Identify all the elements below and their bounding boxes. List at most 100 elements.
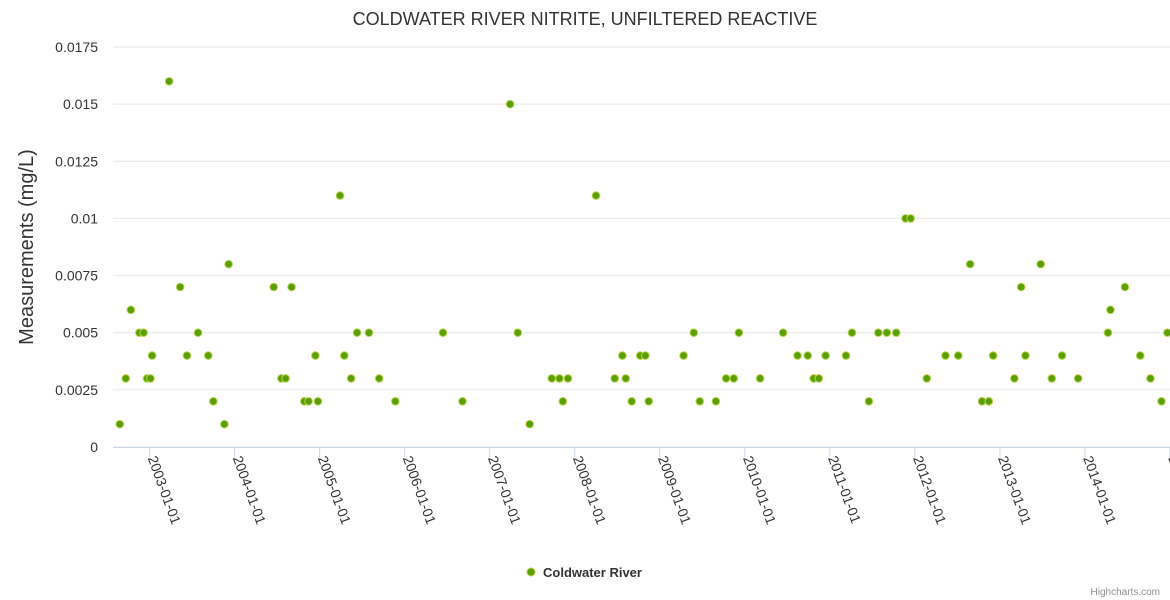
- data-point[interactable]: [618, 351, 627, 360]
- data-point[interactable]: [313, 396, 323, 406]
- data-point[interactable]: [139, 328, 148, 338]
- data-point[interactable]: [984, 396, 994, 406]
- highcharts-credits-link[interactable]: Highcharts.com: [1091, 587, 1160, 598]
- legend-marker-coldwater-river[interactable]: [526, 567, 536, 577]
- data-point[interactable]: [778, 328, 788, 338]
- data-point[interactable]: [121, 374, 131, 383]
- data-point[interactable]: [988, 351, 998, 360]
- data-point[interactable]: [182, 351, 192, 360]
- data-point[interactable]: [281, 374, 290, 383]
- data-point[interactable]: [953, 351, 963, 360]
- data-point[interactable]: [1057, 351, 1067, 360]
- data-point[interactable]: [1103, 328, 1113, 338]
- y-tick-label: 0.0125: [55, 153, 98, 169]
- data-point[interactable]: [821, 351, 830, 360]
- data-point[interactable]: [621, 374, 631, 383]
- data-point[interactable]: [644, 396, 654, 406]
- data-point[interactable]: [1010, 374, 1019, 383]
- data-point[interactable]: [1016, 282, 1026, 292]
- data-point[interactable]: [335, 191, 345, 200]
- data-point[interactable]: [346, 374, 356, 383]
- data-point[interactable]: [1021, 351, 1030, 360]
- data-point[interactable]: [793, 351, 802, 360]
- data-point[interactable]: [269, 282, 279, 292]
- series-coldwater-river-points: [115, 76, 1170, 429]
- data-point[interactable]: [555, 374, 564, 383]
- data-point[interactable]: [755, 374, 765, 383]
- data-point[interactable]: [364, 328, 374, 338]
- y-tick-label: 0.0075: [55, 268, 98, 284]
- legend[interactable]: Coldwater River: [526, 565, 642, 580]
- data-point[interactable]: [126, 305, 136, 315]
- data-point[interactable]: [147, 351, 157, 360]
- y-axis-tick-labels: 0 0.0025 0.005 0.0075 0.01 0.0125 0.015 0.0175: [55, 39, 98, 455]
- data-point[interactable]: [146, 374, 155, 383]
- data-point[interactable]: [679, 351, 688, 360]
- data-point[interactable]: [874, 328, 883, 338]
- data-point[interactable]: [1106, 305, 1115, 315]
- data-point[interactable]: [941, 351, 950, 360]
- data-point[interactable]: [458, 396, 467, 406]
- data-point[interactable]: [513, 328, 523, 338]
- data-point[interactable]: [1146, 374, 1155, 383]
- data-point[interactable]: [1073, 374, 1083, 383]
- chart-title: COLDWATER RIVER NITRITE, UNFILTERED REAC…: [353, 9, 818, 29]
- y-tick-label: 0.0025: [55, 382, 98, 398]
- data-point[interactable]: [591, 191, 601, 200]
- data-point[interactable]: [558, 396, 568, 406]
- data-point[interactable]: [1157, 396, 1166, 406]
- data-point[interactable]: [311, 351, 320, 360]
- data-point[interactable]: [641, 351, 650, 360]
- data-point[interactable]: [711, 396, 721, 406]
- data-point[interactable]: [882, 328, 892, 338]
- data-point[interactable]: [721, 374, 731, 383]
- data-point[interactable]: [627, 396, 637, 406]
- data-point[interactable]: [220, 419, 229, 429]
- data-point[interactable]: [209, 396, 218, 406]
- data-point[interactable]: [1036, 259, 1046, 269]
- data-point[interactable]: [525, 419, 534, 429]
- y-tick-label: 0.01: [71, 210, 98, 226]
- data-point[interactable]: [1120, 282, 1130, 292]
- data-point[interactable]: [729, 374, 739, 383]
- data-point[interactable]: [906, 214, 915, 223]
- data-point[interactable]: [891, 328, 901, 338]
- data-point[interactable]: [438, 328, 448, 338]
- data-point[interactable]: [352, 328, 362, 338]
- y-tick-label: 0: [90, 439, 98, 455]
- data-point[interactable]: [1163, 328, 1170, 338]
- data-point[interactable]: [841, 351, 851, 360]
- y-tick-label: 0.0175: [55, 39, 98, 55]
- data-point[interactable]: [115, 419, 125, 429]
- data-point[interactable]: [339, 351, 349, 360]
- data-point[interactable]: [547, 374, 557, 383]
- data-point[interactable]: [224, 259, 233, 269]
- data-point[interactable]: [695, 396, 705, 406]
- data-point[interactable]: [287, 282, 296, 292]
- data-point[interactable]: [864, 396, 874, 406]
- data-point[interactable]: [304, 396, 313, 406]
- data-point[interactable]: [374, 374, 384, 383]
- data-point[interactable]: [175, 282, 185, 292]
- data-point[interactable]: [803, 351, 813, 360]
- y-tick-label: 0.015: [63, 96, 98, 112]
- data-point[interactable]: [391, 396, 400, 406]
- data-point[interactable]: [689, 328, 699, 338]
- data-point[interactable]: [814, 374, 824, 383]
- data-point[interactable]: [563, 374, 573, 383]
- data-point[interactable]: [847, 328, 857, 338]
- data-point[interactable]: [1047, 374, 1057, 383]
- y-axis-title: Measurements (mg/L): [16, 149, 38, 345]
- data-point[interactable]: [1135, 351, 1145, 360]
- data-point[interactable]: [505, 99, 515, 109]
- data-point[interactable]: [610, 374, 620, 383]
- data-point[interactable]: [965, 259, 975, 269]
- data-point[interactable]: [164, 76, 174, 86]
- legend-item-coldwater-river[interactable]: Coldwater River: [543, 565, 642, 580]
- data-point[interactable]: [193, 328, 203, 338]
- data-point[interactable]: [922, 374, 932, 383]
- data-point[interactable]: [203, 351, 213, 360]
- data-point[interactable]: [734, 328, 744, 338]
